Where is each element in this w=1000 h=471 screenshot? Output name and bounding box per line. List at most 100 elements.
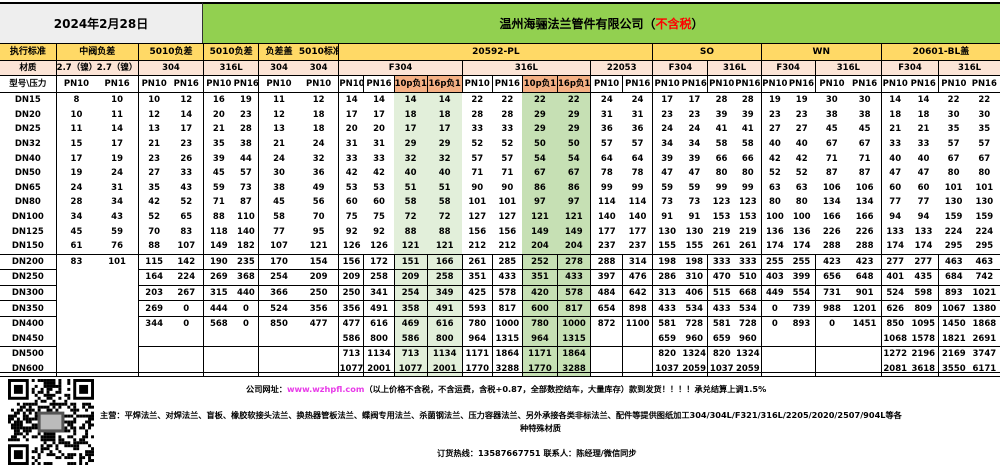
pressure-header: PN16 (968, 75, 1000, 93)
price-cell: 71 (203, 195, 234, 210)
price-cell: 20 (338, 122, 364, 137)
header-cell: F304 (652, 60, 708, 76)
price-cell (848, 332, 881, 347)
price-cell: 1578 (911, 333, 936, 344)
size-label: DN80 (14, 197, 41, 208)
price-cell: 164 (137, 269, 170, 286)
price-cell: 258 (363, 269, 395, 286)
table-row: DN65 24 31 35 43 59 73 38 49 53 53 51 51 90 90 86 86 99 99… (0, 180, 1000, 196)
price-cell: 136 (792, 226, 811, 237)
size-label: DN125 (11, 226, 44, 237)
price-cell: 41 (741, 124, 754, 135)
price-cell: 440 (233, 284, 259, 301)
website-link[interactable]: www.wzhpfl.com (286, 384, 365, 394)
price-cell: 133 (914, 226, 933, 237)
price-cell: 53 (373, 182, 385, 193)
price-cell: 58 (741, 139, 754, 150)
price-cell: 648 (848, 269, 882, 286)
price-cell: 433 (491, 269, 523, 286)
price-cell: 57 (947, 139, 960, 150)
pressure-header: PN16 (491, 75, 523, 93)
pressure-header: PN16 (908, 75, 939, 93)
price-cell: 57 (501, 153, 514, 164)
price-cell: 77 (258, 224, 299, 239)
price-cell: 820 (707, 346, 736, 362)
price-cell: 40 (795, 139, 808, 150)
price-cell: 121 (427, 238, 463, 255)
price-cell: 484 (590, 284, 623, 301)
price-cell: 35 (947, 124, 960, 135)
price-cell: 31 (631, 109, 644, 120)
price-cell: 99 (715, 182, 728, 193)
price-cell: 172 (363, 253, 395, 270)
price-cell: 477 (338, 315, 364, 332)
price-cell: 33 (373, 153, 385, 164)
price-cell: 71 (858, 153, 871, 164)
price-cell (203, 346, 234, 362)
price-cell: 156 (468, 226, 487, 237)
price-cell: 368 (233, 269, 259, 286)
price-cell: 64 (590, 151, 623, 166)
price-cell: 616 (363, 315, 395, 332)
price-cell: 92 (338, 224, 364, 239)
price-cell: 33 (180, 168, 193, 179)
price-cell: 11 (55, 122, 97, 137)
price-cell: 47 (880, 165, 909, 181)
price-cell: 42 (760, 151, 789, 166)
price-cell: 449 (760, 284, 789, 301)
size-label: DN100 (11, 212, 44, 223)
price-cell: 140 (237, 226, 255, 237)
price-cell: 235 (233, 253, 259, 270)
price-cell: 133 (880, 224, 909, 239)
price-cell: 66 (741, 153, 754, 164)
price-cell: 491 (426, 300, 463, 317)
price-cell (622, 331, 653, 347)
price-cell: 166 (822, 212, 841, 223)
price-cell: 43 (180, 182, 193, 193)
price-cell: 28 (55, 195, 97, 210)
price-cell: 872 (590, 315, 623, 332)
price-cell: 42 (137, 195, 170, 210)
price-cell: 60 (373, 197, 385, 208)
price-cell (169, 346, 204, 362)
price-cell: 154 (298, 253, 339, 270)
price-cell (298, 361, 339, 378)
table-row: DN40 17 19 23 26 39 44 24 32 33 33 32 32 57 57 54 54 64 64… (0, 151, 1000, 166)
price-cell: 0 (760, 300, 789, 317)
size-label: DN200 (0, 253, 57, 270)
price-cell: 295 (975, 241, 994, 252)
price-cell: 22 (501, 95, 514, 106)
size-label: DN250 (0, 269, 57, 286)
price-cell: 742 (968, 269, 1000, 286)
business-line-2: 种特殊材质 (520, 423, 561, 433)
price-cell: 22 (471, 95, 484, 106)
price-cell: 44 (240, 153, 252, 164)
price-cell: 50 (557, 136, 591, 152)
price-cell (137, 361, 170, 378)
pressure-header: PN10 (880, 75, 909, 93)
price-cell: 80 (978, 168, 991, 179)
price-cell: 78 (590, 165, 623, 181)
price-cell: 1324 (735, 346, 762, 362)
table-row: DN600 1077 2001 1077 2001 1770 3288 1770 3288 103… (0, 361, 1000, 378)
price-cell: 18 (312, 109, 325, 120)
pressure-header: PN10 (461, 75, 493, 93)
price-cell: 67 (522, 165, 558, 181)
price-cell: 463 (968, 253, 1000, 270)
pressure-header: PN16 (735, 75, 762, 93)
price-cell (137, 331, 170, 347)
price-cell: 23 (760, 107, 789, 123)
pressure-header: PN10 (760, 75, 789, 93)
price-cell: 151 (393, 253, 428, 270)
price-cell: 255 (760, 253, 789, 270)
price-cell: 2081 (880, 361, 909, 378)
price-cell: 10 (137, 92, 170, 108)
price-cell: 209 (298, 269, 339, 286)
table-row: DN100 34 43 52 65 88 110 58 70 75 75 72 72 127 127 121 1… (0, 209, 1000, 225)
price-cell: 29 (394, 136, 428, 152)
price-cell: 155 (652, 238, 681, 255)
price-cell: 22 (978, 95, 991, 106)
price-cell: 739 (788, 300, 816, 317)
header-cell: 2.7（镍） (55, 60, 97, 76)
price-cell: 99 (741, 182, 754, 193)
